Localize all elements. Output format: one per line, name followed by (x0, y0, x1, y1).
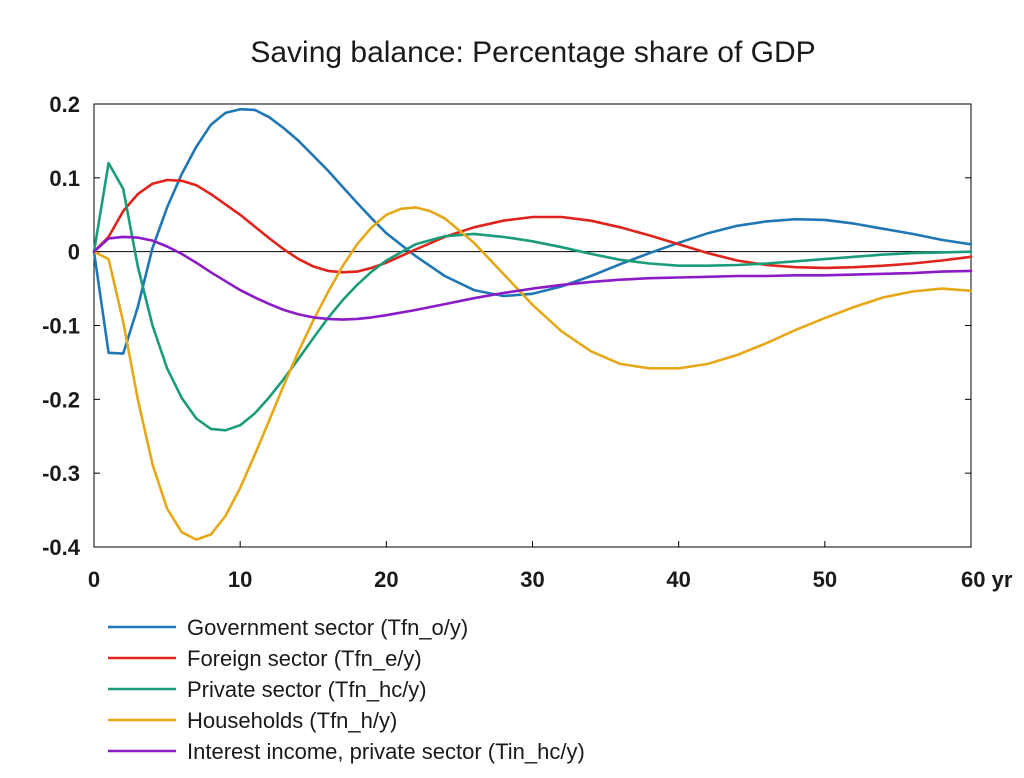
x-tick-label: 10 (228, 567, 252, 592)
series-line-2 (92, 178, 973, 274)
plot-area-frame (93, 103, 972, 548)
legend-label-1: Government sector (Tfn_o/y) (187, 615, 468, 640)
axis-ticks (93, 103, 972, 548)
x-tick-label: 20 (374, 567, 398, 592)
legend: Government sector (Tfn_o/y) Foreign secto… (108, 615, 585, 764)
y-tick-label: -0.1 (42, 314, 80, 339)
x-tick-label: 0 (88, 567, 100, 592)
series-line-5 (92, 235, 973, 321)
y-tick-label: -0.4 (42, 535, 81, 560)
legend-label-5: Interest income, private sector (Tin_hc/… (187, 739, 585, 764)
y-tick-label: 0.2 (49, 92, 80, 117)
axis-tick-labels: -0.4 -0.3 -0.2 -0.1 0 0.1 0.2 0 10 20 30 40 50 60 yr (42, 92, 1013, 592)
y-tick-label: -0.2 (42, 387, 80, 412)
chart-title: Saving balance: Percentage share of GDP (250, 36, 815, 69)
series-lines (92, 107, 973, 541)
legend-label-3: Private sector (Tfn_hc/y) (187, 677, 427, 702)
x-tick-label: 40 (666, 567, 690, 592)
legend-label-4: Households (Tfn_h/y) (187, 708, 397, 733)
series-line-4 (92, 206, 973, 541)
x-tick-label: 60 yr (961, 567, 1013, 592)
x-tick-label: 50 (813, 567, 837, 592)
y-tick-label: 0 (68, 240, 80, 265)
series-line-3 (92, 161, 973, 432)
legend-label-2: Foreign sector (Tfn_e/y) (187, 646, 422, 671)
series-line-1 (92, 107, 973, 355)
y-tick-label: 0.1 (49, 166, 80, 191)
x-tick-label: 30 (520, 567, 544, 592)
y-tick-label: -0.3 (42, 461, 80, 486)
